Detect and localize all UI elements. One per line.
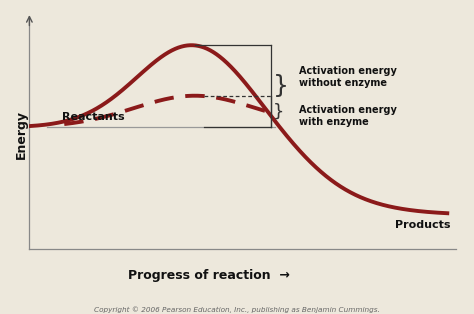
Text: Activation energy
with enzyme: Activation energy with enzyme [299, 105, 397, 127]
Text: }: } [273, 74, 289, 98]
Text: Products: Products [395, 219, 451, 230]
Text: Copyright © 2006 Pearson Education, Inc., publishing as Benjamin Cummings.: Copyright © 2006 Pearson Education, Inc.… [94, 307, 380, 313]
Text: Progress of reaction  →: Progress of reaction → [128, 269, 290, 282]
Text: Reactants: Reactants [62, 111, 125, 122]
Text: Activation energy
without enzyme: Activation energy without enzyme [299, 66, 397, 89]
Text: }: } [273, 102, 284, 121]
Y-axis label: Energy: Energy [15, 110, 28, 159]
